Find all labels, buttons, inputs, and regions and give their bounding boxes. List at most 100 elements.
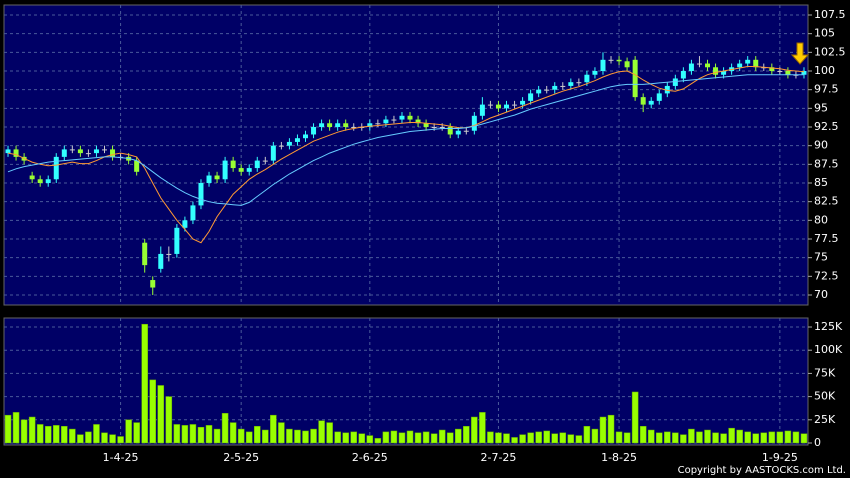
y-tick-label: 100K [814,343,843,356]
volume-bar [487,431,494,444]
candle-body [696,63,702,65]
candle-body [463,130,469,132]
volume-bar [623,432,631,444]
candle-body [512,104,518,106]
volume-bar [704,429,711,444]
volume-bar [270,414,277,444]
candle-body [190,205,196,221]
y-tick-label: 50K [814,390,836,403]
candle-body [311,127,317,135]
volume-bar [688,428,695,444]
volume-bar [784,430,792,444]
volume-bar [173,424,181,444]
volume-bar [567,434,575,444]
candle-body [246,168,252,172]
candle-body [278,145,284,147]
volume-bar [141,323,148,444]
volume-bar [712,432,719,444]
candle-body [407,115,413,120]
price-panel [3,4,809,306]
candle-body [399,115,405,120]
candle-body [198,182,204,206]
candle-body [367,123,373,128]
candle-body [13,149,19,157]
y-tick-label: 125K [814,320,843,333]
candle-body [254,160,260,169]
volume-bar [664,431,671,444]
volume-bar [696,431,703,444]
volume-bar [53,425,60,444]
volume-bar [262,429,269,444]
volume-bar [254,426,261,444]
x-tick-label: 2-7-25 [480,451,516,464]
candle-body [487,104,493,106]
volume-bar [535,431,542,444]
candle-body [150,280,156,288]
volume-bar [760,432,768,444]
candle-body [327,123,333,128]
candle-body [648,100,654,105]
candle-body [383,119,389,124]
volume-bar [69,428,76,444]
candle-body [705,63,710,68]
candle-body [158,253,164,269]
volume-bar [157,385,165,444]
candle-body [785,71,791,75]
candle-body [423,123,429,128]
volume-bar [237,428,245,444]
candle-body [632,59,638,98]
volume-bar [455,428,462,444]
volume-bar [551,433,558,444]
y-tick-label: 97.5 [814,83,839,96]
candle-body [319,123,325,128]
x-tick-label: 2-6-25 [352,451,388,464]
volume-bar [647,429,655,444]
y-tick-label: 72.5 [814,269,839,282]
candle-body [584,74,590,83]
candle-body [777,71,783,73]
volume-bar [310,428,317,444]
y-tick-label: 102.5 [814,45,846,58]
volume-bar [543,430,550,444]
volume-panel [3,317,809,446]
y-tick-label: 77.5 [814,232,839,245]
candle-body [753,59,759,68]
volume-bar [406,430,414,444]
volume-bar [213,428,221,444]
volume-bar [495,432,502,444]
volume-bar [463,426,470,444]
volume-bar [117,436,124,444]
candle-body [737,63,743,68]
candle-body [37,179,43,183]
volume-bar [36,424,44,444]
volume-bar [471,416,478,444]
y-tick-label: 82.5 [814,195,839,208]
volume-bar [615,431,623,444]
candle-body [680,71,686,79]
volume-bar [792,431,800,444]
y-tick-label: 100 [814,64,835,77]
candle-body [479,104,485,116]
grid-layer [4,5,808,445]
candle-body [351,127,357,129]
candle-body [664,85,670,94]
candle-body [61,149,67,157]
candle-body [214,175,220,180]
y-tick-label: 95 [814,101,828,114]
candle-body [174,227,180,254]
volume-bar [286,428,293,444]
candle-body [182,220,188,228]
volume-bar [334,431,341,444]
candle-body [536,89,542,94]
candle-body [616,59,622,62]
volume-bar [680,434,687,444]
candle-body [85,153,91,155]
candle-body [801,71,807,75]
volume-bar [85,431,92,444]
candle-body [600,59,606,72]
volume-bar [109,434,116,444]
volume-bar [165,396,173,444]
y-tick-label: 75 [814,251,828,264]
volume-bar [728,427,735,444]
